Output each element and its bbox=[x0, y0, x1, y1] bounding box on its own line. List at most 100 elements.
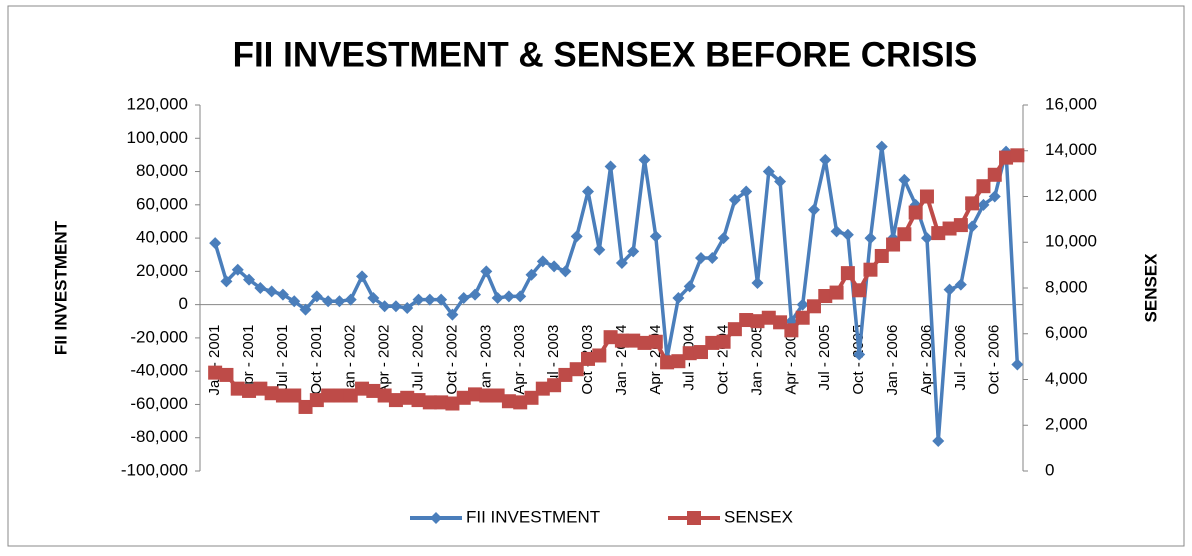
data-point bbox=[513, 395, 528, 410]
data-point bbox=[919, 189, 934, 204]
data-point bbox=[276, 288, 289, 301]
data-point bbox=[693, 345, 708, 360]
chart-title: FII INVESTMENT & SENSEX BEFORE CRISIS bbox=[233, 35, 978, 74]
data-point bbox=[456, 390, 471, 405]
data-point bbox=[333, 295, 346, 308]
data-point bbox=[999, 150, 1014, 165]
y2-tick-label: 10,000 bbox=[1045, 232, 1097, 251]
data-point bbox=[412, 293, 425, 306]
data-point bbox=[401, 301, 414, 314]
data-point bbox=[806, 299, 821, 314]
data-point bbox=[536, 255, 549, 268]
data-point bbox=[829, 285, 844, 300]
x-tick-label: Jan - 2002 bbox=[342, 325, 359, 396]
x-tick-label: Jan - 2005 bbox=[748, 325, 765, 396]
data-point bbox=[423, 293, 436, 306]
data-point bbox=[367, 291, 380, 304]
data-point bbox=[671, 354, 686, 369]
data-point bbox=[637, 335, 652, 350]
legend-label: FII INVESTMENT bbox=[466, 507, 600, 526]
y2-tick-label: 8,000 bbox=[1045, 277, 1088, 296]
data-point bbox=[219, 367, 234, 382]
data-point bbox=[818, 289, 833, 304]
data-point bbox=[931, 226, 946, 241]
data-point bbox=[694, 252, 707, 265]
data-point bbox=[728, 193, 741, 206]
y-tick-label: 0 bbox=[179, 294, 188, 313]
data-point bbox=[751, 277, 764, 290]
data-point bbox=[310, 290, 323, 303]
data-point bbox=[932, 435, 945, 448]
data-point bbox=[468, 387, 483, 402]
x-tick-label: Oct - 2001 bbox=[308, 325, 325, 395]
data-point bbox=[943, 283, 956, 296]
data-point bbox=[209, 237, 222, 250]
y2-tick-label: 14,000 bbox=[1045, 140, 1097, 159]
data-point bbox=[422, 395, 437, 410]
data-point bbox=[1010, 148, 1025, 163]
data-point bbox=[322, 295, 335, 308]
x-tick-label: Jan - 2006 bbox=[884, 325, 901, 396]
data-point bbox=[953, 218, 968, 233]
data-point bbox=[344, 293, 357, 306]
data-point bbox=[355, 381, 370, 396]
data-point bbox=[920, 232, 933, 245]
y2-tick-label: 6,000 bbox=[1045, 323, 1088, 342]
data-point bbox=[682, 346, 697, 361]
data-point bbox=[275, 388, 290, 403]
y-tick-label: 60,000 bbox=[136, 194, 188, 213]
data-point bbox=[569, 362, 584, 377]
data-point bbox=[309, 393, 324, 408]
y-tick-label: 120,000 bbox=[127, 94, 188, 113]
data-point bbox=[254, 282, 267, 294]
data-point bbox=[966, 220, 979, 233]
data-point bbox=[977, 198, 990, 211]
data-point bbox=[388, 393, 403, 408]
data-point bbox=[548, 260, 561, 273]
data-point bbox=[288, 295, 301, 308]
data-point bbox=[627, 245, 640, 258]
legend-marker bbox=[687, 511, 701, 525]
data-point bbox=[683, 280, 696, 293]
data-point bbox=[604, 160, 617, 173]
data-point bbox=[378, 300, 391, 313]
data-point bbox=[874, 248, 889, 263]
data-point bbox=[660, 355, 675, 370]
data-point bbox=[705, 335, 720, 350]
data-point bbox=[445, 396, 460, 411]
x-tick-label: Apr - 2003 bbox=[511, 325, 528, 395]
data-point bbox=[514, 290, 527, 303]
data-point bbox=[356, 270, 369, 283]
data-point bbox=[807, 203, 820, 216]
data-point bbox=[852, 283, 867, 298]
data-point bbox=[230, 381, 245, 396]
x-tick-label: Jul - 2006 bbox=[952, 325, 969, 391]
data-point bbox=[377, 388, 392, 403]
data-point bbox=[480, 265, 493, 278]
x-tick-label: Jul - 2001 bbox=[274, 325, 291, 391]
y-tick-label: 80,000 bbox=[136, 161, 188, 180]
data-point bbox=[626, 333, 641, 348]
data-point bbox=[796, 298, 809, 311]
y-axis-title: FII INVESTMENT bbox=[51, 220, 70, 355]
data-point bbox=[582, 185, 595, 198]
data-point bbox=[672, 291, 685, 304]
data-point bbox=[559, 265, 572, 278]
data-point bbox=[863, 262, 878, 277]
x-tick-label: Oct - 2002 bbox=[443, 325, 460, 395]
data-point bbox=[299, 303, 312, 316]
x-tick-label: Jul - 2003 bbox=[545, 325, 562, 391]
y-tick-label: -100,000 bbox=[121, 460, 188, 479]
data-point bbox=[942, 221, 957, 236]
data-point bbox=[253, 381, 268, 396]
y-tick-label: -20,000 bbox=[130, 327, 188, 346]
y-tick-label: 20,000 bbox=[136, 261, 188, 280]
data-point bbox=[287, 388, 302, 403]
data-point bbox=[762, 165, 775, 178]
data-point bbox=[435, 293, 448, 306]
data-point bbox=[717, 232, 730, 245]
data-point bbox=[332, 388, 347, 403]
data-point bbox=[220, 275, 233, 288]
x-tick-label: Apr - 2005 bbox=[782, 325, 799, 395]
x-tick-label: Jan - 2003 bbox=[477, 325, 494, 396]
